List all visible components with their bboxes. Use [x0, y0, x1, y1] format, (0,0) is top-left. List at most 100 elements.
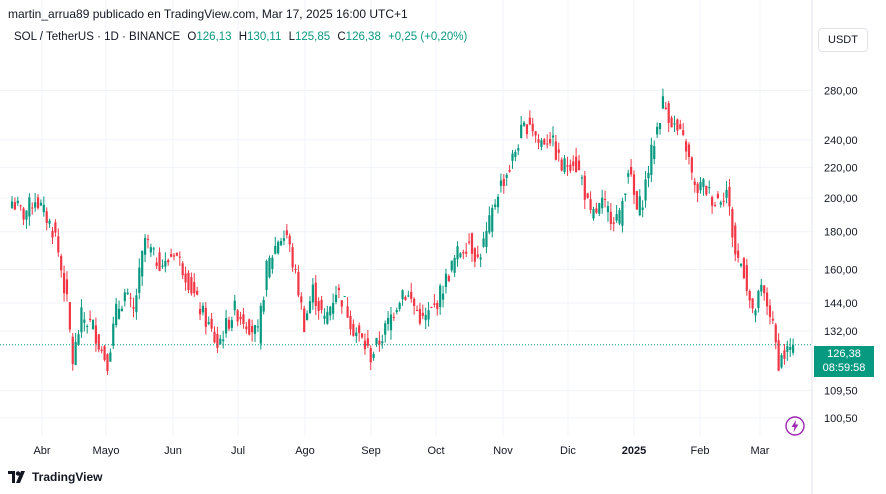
candle	[447, 274, 450, 283]
candle	[349, 310, 352, 336]
y-tick-label: 180,00	[824, 227, 858, 239]
candle	[534, 130, 537, 143]
candle	[277, 240, 280, 255]
candle	[606, 201, 610, 222]
candle	[702, 177, 705, 196]
candle	[181, 261, 184, 279]
candle	[135, 288, 138, 320]
candle	[462, 249, 465, 260]
candle	[624, 193, 627, 202]
candle	[25, 210, 28, 229]
candle	[511, 149, 514, 169]
candle	[80, 299, 83, 338]
candle	[548, 131, 552, 147]
candle	[242, 307, 245, 329]
candle	[716, 191, 719, 200]
candle	[31, 202, 34, 215]
candle	[491, 204, 494, 238]
ohlc-low-label: L	[288, 31, 295, 43]
candle	[175, 252, 179, 257]
candle	[546, 134, 549, 149]
candle	[719, 200, 722, 208]
candle	[216, 326, 219, 353]
candle	[198, 302, 202, 321]
candle	[196, 286, 199, 296]
candle	[693, 177, 696, 193]
currency-button[interactable]: USDT	[818, 28, 868, 52]
candle	[540, 137, 543, 151]
candle	[89, 310, 92, 323]
candle	[525, 124, 529, 139]
candle	[575, 147, 578, 173]
current-price-tag: 126,38 08:59:58	[814, 346, 874, 377]
candle	[97, 333, 100, 353]
symbol-name[interactable]: SOL / TetherUS · 1D · BINANCE	[14, 31, 181, 43]
candle	[233, 294, 236, 316]
candle	[22, 206, 25, 226]
candle	[152, 246, 155, 256]
candle	[372, 351, 375, 361]
candle	[748, 289, 751, 309]
x-tick-label: Ago	[295, 445, 315, 457]
y-tick-label: 100,50	[824, 413, 858, 425]
candle	[696, 181, 699, 203]
candle	[303, 305, 306, 333]
candle	[638, 189, 641, 217]
bar-countdown: 08:59:58	[822, 362, 866, 374]
candle	[271, 255, 274, 274]
candle	[62, 265, 66, 302]
candle	[332, 293, 335, 320]
lightning-icon[interactable]	[785, 416, 805, 436]
candle	[572, 155, 575, 171]
candle	[60, 253, 63, 278]
candle	[45, 207, 48, 231]
candle	[77, 330, 80, 346]
candle	[421, 304, 424, 320]
candle	[381, 334, 384, 349]
candle	[288, 233, 291, 253]
candle	[711, 195, 714, 214]
candle	[259, 302, 262, 350]
candle	[149, 243, 152, 257]
x-tick-label: Jun	[164, 445, 182, 457]
y-tick-label: 280,00	[824, 86, 858, 98]
candle	[401, 289, 404, 306]
candle	[326, 305, 329, 325]
candle	[187, 270, 190, 294]
ohlc-high-value: 130,11	[247, 31, 282, 43]
candle	[467, 233, 471, 245]
candle	[656, 122, 659, 138]
tradingview-logo-icon	[8, 471, 25, 483]
candle	[476, 245, 479, 259]
time-axis[interactable]: Abr Mayo Jun Jul Ago Sep Oct Nov Dic 2025 Feb Mar	[33, 445, 769, 457]
candle	[739, 262, 743, 268]
x-tick-label: Dic	[560, 445, 576, 457]
candle	[760, 278, 763, 297]
candle	[728, 179, 731, 216]
candle	[436, 300, 439, 316]
y-tick-label: 109,50	[824, 386, 858, 398]
candle	[265, 259, 268, 297]
candle	[450, 260, 453, 273]
candle	[71, 333, 74, 371]
candle	[653, 140, 656, 165]
candle	[543, 137, 546, 145]
candle	[360, 333, 364, 339]
candle	[459, 252, 462, 259]
tradingview-logo[interactable]: TradingView	[8, 470, 102, 484]
candle	[690, 156, 693, 181]
candle	[470, 232, 474, 262]
price-axis[interactable]: 280,00 240,00 220,00 200,00 180,00 160,00 144,…	[824, 86, 858, 425]
candle	[282, 230, 286, 246]
candle	[352, 319, 355, 337]
candle	[123, 288, 126, 307]
candle	[514, 149, 517, 162]
candle	[774, 322, 777, 350]
candle	[305, 310, 309, 321]
y-tick-label: 240,00	[824, 135, 858, 147]
candle	[103, 344, 106, 362]
candle	[138, 258, 141, 300]
candle	[204, 302, 207, 335]
candle	[601, 189, 604, 214]
